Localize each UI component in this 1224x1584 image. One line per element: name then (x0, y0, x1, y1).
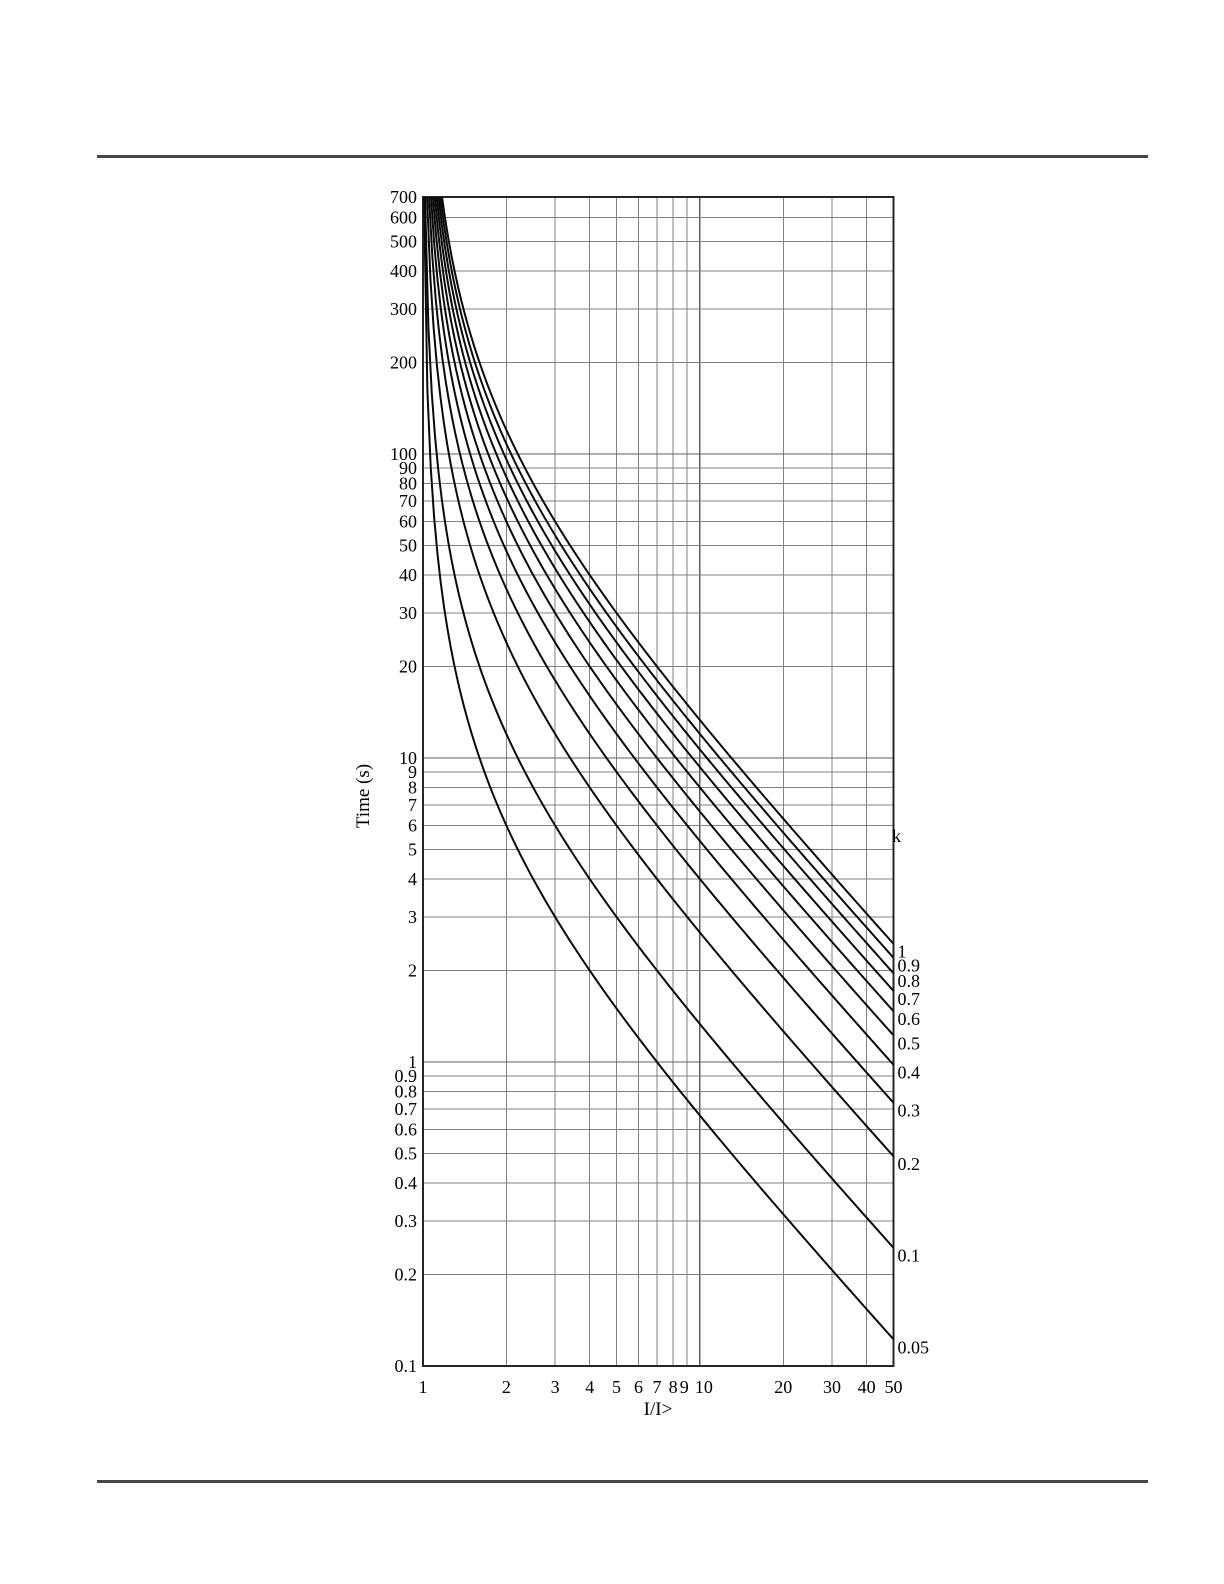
y-tick-label-1: 1 (408, 1052, 417, 1072)
x-tick-label-8: 8 (669, 1377, 678, 1397)
x-tick-label-2: 2 (502, 1377, 511, 1397)
y-tick-label-0.6: 0.6 (395, 1119, 418, 1139)
curve-k-0.8 (437, 197, 894, 975)
curve-k-0.05 (423, 197, 894, 1341)
plot-border (422, 196, 895, 1367)
y-tick-label-400: 400 (390, 261, 417, 281)
y-tick-label-0.2: 0.2 (395, 1264, 418, 1284)
x-tick-label-6: 6 (634, 1377, 643, 1397)
curve-label-k-0.4: 0.4 (897, 1063, 920, 1083)
x-axis-title: I/I> (643, 1399, 673, 1420)
curve-label-k-0.8: 0.8 (897, 971, 920, 991)
x-tick-label-20: 20 (774, 1377, 792, 1397)
curve-label-k-0.5: 0.5 (897, 1033, 920, 1053)
curve-k-0.7 (435, 197, 894, 992)
y-tick-label-300: 300 (390, 299, 417, 319)
x-tick-label-5: 5 (612, 1377, 621, 1397)
y-tick-label-0.3: 0.3 (395, 1211, 418, 1231)
x-tick-label-7: 7 (653, 1377, 662, 1397)
y-tick-label-0.5: 0.5 (395, 1144, 418, 1164)
y-tick-label-40: 40 (399, 565, 417, 585)
curves-group (423, 197, 894, 1341)
x-tick-label-10: 10 (695, 1377, 713, 1397)
curve-k-0.3 (428, 197, 894, 1104)
y-tick-label-5: 5 (408, 840, 417, 860)
x-tick-label-30: 30 (823, 1377, 841, 1397)
y-tick-label-80: 80 (399, 473, 417, 493)
y-axis-title: Time (s) (353, 763, 374, 829)
y-tick-label-0.9: 0.9 (395, 1066, 418, 1086)
curve-k-0.5 (431, 197, 894, 1037)
y-tick-label-8: 8 (408, 777, 417, 797)
x-tick-label-1: 1 (419, 1377, 428, 1397)
curve-k-0.6 (433, 197, 894, 1013)
y-tick-label-2: 2 (408, 960, 417, 980)
curve-k-0.4 (429, 197, 894, 1066)
x-tick-label-4: 4 (585, 1377, 594, 1397)
y-tick-label-600: 600 (390, 207, 417, 227)
y-tick-label-60: 60 (399, 511, 417, 531)
y-tick-label-100: 100 (390, 444, 417, 464)
curve-k-0.2 (426, 197, 894, 1158)
y-tick-label-10: 10 (399, 748, 417, 768)
y-tick-label-70: 70 (399, 491, 417, 511)
curve-label-k-0.2: 0.2 (897, 1154, 920, 1174)
curve-label-k-0.6: 0.6 (897, 1009, 920, 1029)
legend-title-k: k (892, 826, 901, 846)
x-tick-label-50: 50 (884, 1377, 902, 1397)
curve-label-k-0.7: 0.7 (897, 989, 920, 1009)
y-tick-label-9: 9 (408, 762, 417, 782)
curve-label-k-0.9: 0.9 (897, 956, 920, 976)
y-tick-label-20: 20 (399, 656, 417, 676)
top-horizontal-rule (97, 155, 1148, 158)
y-tick-label-0.8: 0.8 (395, 1081, 418, 1101)
curve-k-0.1 (424, 197, 894, 1249)
y-tick-label-0.4: 0.4 (395, 1173, 418, 1193)
y-tick-label-200: 200 (390, 352, 417, 372)
y-tick-label-4: 4 (408, 869, 417, 889)
y-tick-label-50: 50 (399, 536, 417, 556)
curve-k-1 (441, 197, 894, 945)
curve-label-k-0.3: 0.3 (897, 1101, 920, 1121)
x-tick-label-3: 3 (551, 1377, 560, 1397)
y-tick-label-500: 500 (390, 232, 417, 252)
y-tick-label-0.7: 0.7 (395, 1099, 418, 1119)
y-tick-label-700: 700 (390, 187, 417, 207)
curve-label-k-1: 1 (897, 942, 906, 962)
y-tick-label-6: 6 (408, 815, 417, 835)
y-tick-label-90: 90 (399, 458, 417, 478)
y-tick-label-0.1: 0.1 (395, 1356, 418, 1376)
curve-label-k-0.1: 0.1 (897, 1246, 920, 1266)
y-tick-label-7: 7 (408, 795, 417, 815)
bottom-horizontal-rule (97, 1480, 1148, 1483)
curve-k-0.9 (439, 197, 894, 959)
x-tick-label-40: 40 (858, 1377, 876, 1397)
curve-label-k-0.05: 0.05 (897, 1337, 929, 1357)
y-tick-label-30: 30 (399, 603, 417, 623)
y-tick-label-3: 3 (408, 907, 417, 927)
x-tick-label-9: 9 (680, 1377, 689, 1397)
